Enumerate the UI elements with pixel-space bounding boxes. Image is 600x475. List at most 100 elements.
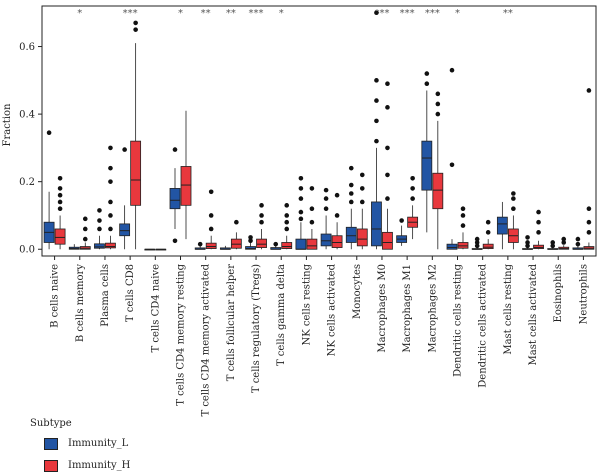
outlier-point — [284, 226, 290, 232]
outlier-point — [133, 27, 138, 32]
y-tick-label: 0.4 — [19, 110, 35, 121]
outlier-point — [359, 186, 365, 191]
outlier-point — [323, 206, 329, 212]
outlier-point — [57, 186, 63, 191]
outlier-point — [536, 230, 541, 235]
outlier-point — [108, 226, 113, 232]
significance-label: * — [455, 8, 460, 19]
box-body — [169, 188, 181, 210]
x-axis: B cells naive B cells memory Plasma cells T… — [50, 256, 589, 417]
x-tick-label: B cells memory — [75, 264, 86, 342]
outlier-point — [348, 165, 354, 171]
outlier-point — [298, 175, 304, 181]
outlier-point — [197, 241, 203, 247]
box-body — [457, 242, 469, 249]
outlier-point — [334, 192, 340, 198]
y-axis: 0.0 0.2 0.4 0.6 — [19, 42, 42, 256]
outlier-point — [57, 175, 63, 181]
x-tick-label: Macrophages M1 — [402, 264, 413, 353]
outlier-point — [385, 145, 390, 151]
box-body — [306, 238, 318, 250]
box-body — [54, 228, 66, 245]
outlier-point — [309, 206, 315, 212]
outlier-point — [511, 191, 516, 196]
outlier-point — [485, 230, 491, 235]
box-body — [230, 238, 242, 249]
legend: Subtype Immunity_L Immunity_H — [30, 418, 230, 475]
legend-title: Subtype — [30, 418, 72, 429]
significance-label: * — [77, 8, 82, 19]
outlier-point — [108, 179, 113, 184]
box-body — [180, 166, 192, 206]
box-body — [205, 242, 217, 249]
x-tick-label: T cells CD8 — [125, 264, 136, 322]
outlier-point — [424, 71, 430, 76]
box-body — [119, 223, 131, 237]
outlier-point — [586, 230, 592, 235]
outlier-point — [348, 191, 354, 196]
outlier-point — [460, 213, 466, 218]
outlier-point — [82, 226, 88, 232]
outlier-point — [359, 172, 365, 178]
box-body — [105, 242, 116, 249]
outlier-point — [348, 199, 354, 205]
significance-label: ** — [226, 8, 236, 19]
y-tick-label: 0.6 — [19, 42, 35, 53]
outlier-point — [460, 206, 466, 212]
outlier-point — [298, 216, 304, 222]
outlier-point — [309, 186, 315, 191]
y-axis-label: Fraction — [2, 103, 13, 147]
outlier-point — [525, 235, 530, 240]
significance-label: * — [279, 8, 284, 19]
outlier-point — [550, 243, 556, 249]
outlier-point — [586, 219, 592, 225]
outlier-point — [273, 241, 279, 247]
outlier-point — [435, 111, 441, 117]
box-body — [421, 140, 433, 191]
outlier-point — [385, 81, 390, 87]
outlier-point — [359, 199, 365, 205]
outlier-point — [259, 219, 264, 225]
outlier-point — [374, 98, 379, 103]
outlier-point — [208, 213, 214, 218]
outlier-point — [133, 20, 138, 26]
x-tick-label: Dendritic cells resting — [453, 263, 464, 376]
x-tick-label: Eosinophils — [553, 264, 564, 322]
outlier-point — [284, 213, 290, 218]
outlier-point — [586, 206, 592, 212]
x-tick-label: T cells gamma delta — [276, 264, 287, 366]
outlier-point — [385, 196, 390, 201]
significance-label: *** — [425, 8, 440, 19]
outlier-point — [108, 145, 113, 151]
box-body — [533, 244, 544, 249]
outlier-point — [208, 226, 214, 232]
x-tick-label: T cells follicular helper — [226, 264, 237, 381]
outlier-point — [525, 243, 530, 249]
outlier-point — [348, 182, 354, 188]
outlier-point — [374, 118, 379, 124]
box-body — [320, 233, 332, 247]
outlier-point — [536, 219, 541, 225]
outlier-point — [334, 213, 340, 218]
outlier-point — [97, 208, 102, 213]
outlier-point — [410, 196, 415, 201]
outlier-point — [536, 209, 541, 215]
outlier-point — [248, 238, 253, 244]
box-body — [382, 231, 393, 250]
x-tick-label: Macrophages M2 — [427, 264, 438, 353]
x-tick-label: T cells CD4 memory activated — [201, 263, 212, 416]
box-body — [371, 201, 382, 247]
outlier-point — [575, 236, 581, 242]
box-body — [345, 226, 357, 243]
plot-panel — [41, 5, 597, 257]
y-tick-label: 0.2 — [19, 177, 35, 188]
box-body — [130, 140, 142, 206]
x-tick-label: Monocytes — [352, 264, 363, 319]
significance-label: *** — [249, 8, 264, 19]
outlier-point — [374, 78, 379, 83]
series-immunity-h — [54, 20, 595, 251]
outlier-point — [525, 240, 530, 245]
outlier-point — [460, 223, 466, 228]
significance-label: *** — [123, 8, 138, 19]
outlier-point — [108, 199, 113, 205]
